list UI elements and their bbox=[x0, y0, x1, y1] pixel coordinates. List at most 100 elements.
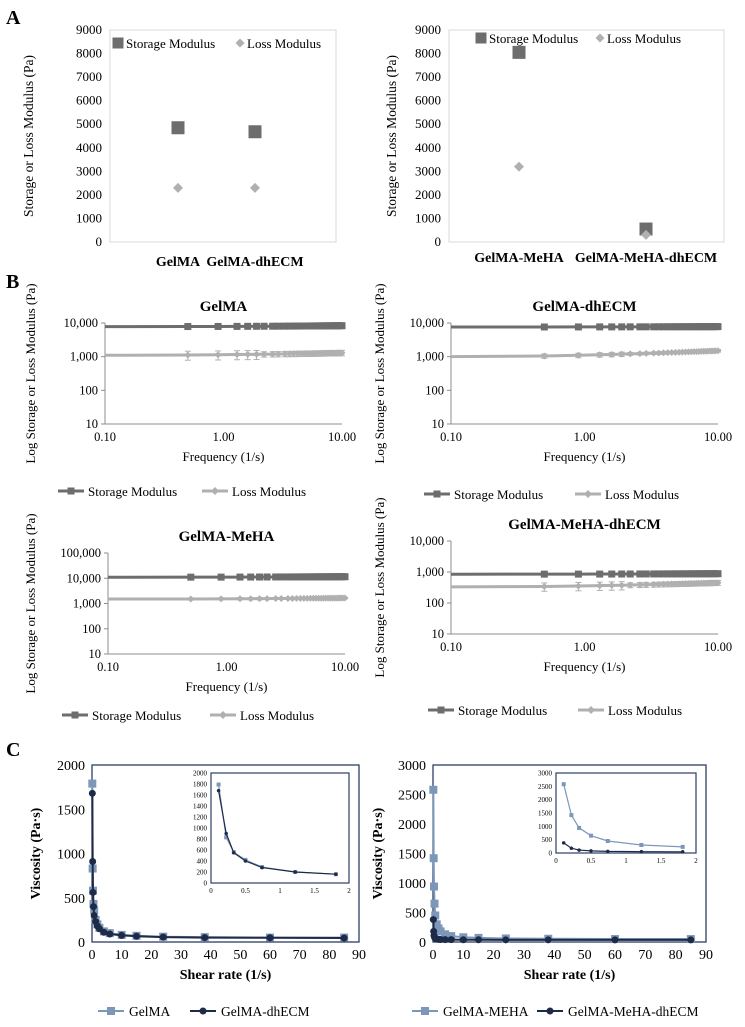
y-tick-label: 6000 bbox=[415, 93, 441, 108]
y-axis-label: Storage or Loss Modulus (Pa) bbox=[21, 55, 36, 217]
loss-modulus-marker bbox=[284, 594, 292, 602]
legend-storage-label: Storage Modulus bbox=[88, 484, 177, 499]
series-2-marker bbox=[159, 933, 167, 941]
y-axis-label: Storage or Loss Modulus (Pa) bbox=[384, 55, 399, 217]
series-2-marker bbox=[106, 930, 114, 938]
x-tick-label: 10 bbox=[115, 948, 129, 963]
loss-modulus-marker bbox=[285, 350, 293, 358]
x-axis-label: Frequency (1/s) bbox=[544, 659, 626, 674]
loss-modulus-marker bbox=[540, 582, 548, 590]
legend-storage-marker bbox=[71, 711, 79, 719]
series-1-marker bbox=[429, 854, 438, 863]
series-1-marker bbox=[431, 911, 440, 920]
inset-x-tick-label: 1 bbox=[624, 857, 628, 865]
inset-y-tick-label: 1600 bbox=[193, 792, 208, 800]
storage-modulus-marker bbox=[664, 570, 672, 578]
y-tick-label: 500 bbox=[64, 892, 85, 907]
storage-modulus-marker bbox=[236, 573, 244, 581]
y-tick-label: 10 bbox=[432, 417, 445, 431]
storage-modulus-marker bbox=[217, 573, 225, 581]
legend-storage-label: Storage Modulus bbox=[458, 703, 547, 718]
storage-modulus-marker bbox=[664, 323, 672, 331]
inset-y-tick-label: 0 bbox=[549, 850, 553, 858]
inset-y-tick-label: 1000 bbox=[538, 823, 553, 831]
storage-modulus-marker bbox=[338, 322, 346, 330]
legend-series-2-label: GelMA-dhECM bbox=[221, 1004, 310, 1019]
legend-series-2-label: GelMA-MeHA-dhECM bbox=[568, 1004, 699, 1019]
loss-modulus-marker bbox=[338, 349, 346, 357]
series-2-marker bbox=[133, 932, 140, 940]
loss-modulus-marker bbox=[173, 182, 183, 193]
panel-label-c: C bbox=[6, 739, 20, 761]
storage-modulus-marker bbox=[269, 322, 277, 330]
legend-storage-label: Storage Modulus bbox=[454, 487, 543, 502]
legend-series-1-marker bbox=[107, 1007, 115, 1015]
y-tick-label: 5000 bbox=[415, 116, 441, 131]
loss-modulus-marker bbox=[290, 350, 298, 358]
x-tick-label: 40 bbox=[204, 948, 218, 963]
series-2-marker bbox=[429, 916, 437, 924]
legend-loss-marker bbox=[235, 38, 245, 48]
storage-modulus-marker bbox=[608, 323, 616, 331]
loss-modulus-marker bbox=[341, 594, 349, 602]
loss-modulus-marker bbox=[626, 350, 634, 358]
storage-modulus-marker bbox=[253, 322, 261, 330]
series-2-marker bbox=[89, 888, 97, 896]
panel-label-b: B bbox=[6, 271, 19, 293]
legend-storage-marker bbox=[437, 706, 445, 714]
inset-series-1-marker bbox=[561, 782, 566, 787]
inset-series-2-marker bbox=[577, 848, 581, 852]
storage-modulus-marker bbox=[574, 323, 582, 331]
loss-modulus-marker bbox=[247, 595, 255, 603]
inset-series-1-marker bbox=[605, 839, 610, 843]
y-tick-label: 1000 bbox=[57, 848, 85, 863]
inset-x-tick-label: 1 bbox=[278, 887, 282, 895]
inset-series-1-marker bbox=[639, 843, 644, 847]
inset-x-tick-label: 1.5 bbox=[310, 887, 319, 895]
storage-modulus-marker bbox=[608, 570, 616, 578]
inset-series-1-marker bbox=[577, 825, 582, 830]
loss-modulus-marker bbox=[618, 581, 626, 589]
series-2-marker bbox=[266, 934, 274, 942]
storage-modulus-marker bbox=[596, 323, 604, 331]
series-2-marker bbox=[544, 936, 552, 944]
chart-title: GelMA-MeHA-dhECM bbox=[508, 517, 660, 533]
legend-loss-label: Loss Modulus bbox=[605, 487, 679, 502]
x-tick-label: 1.00 bbox=[213, 430, 235, 444]
loss-modulus-marker bbox=[608, 350, 616, 358]
x-tick-label: 60 bbox=[608, 948, 622, 963]
storage-modulus-marker bbox=[290, 322, 298, 330]
series-2-marker bbox=[441, 936, 449, 944]
y-tick-label: 100 bbox=[425, 596, 444, 610]
panel-label-a: A bbox=[6, 7, 21, 29]
storage-modulus-marker bbox=[247, 573, 255, 581]
series-2-marker bbox=[88, 789, 96, 797]
inset-y-tick-label: 2000 bbox=[193, 770, 208, 778]
series-2-marker bbox=[475, 936, 482, 944]
storage-modulus-marker bbox=[626, 323, 634, 331]
loss-modulus-marker bbox=[636, 581, 644, 589]
loss-modulus-marker bbox=[263, 595, 271, 603]
inset-series-2-marker bbox=[569, 846, 574, 850]
storage-modulus-marker bbox=[512, 45, 526, 59]
inset-x-tick-label: 0 bbox=[209, 887, 213, 895]
inset-x-tick-label: 1.5 bbox=[657, 857, 666, 865]
y-tick-label: 10 bbox=[86, 417, 99, 431]
x-tick-label: 40 bbox=[547, 948, 561, 963]
x-tick-label: 10 bbox=[456, 948, 470, 963]
y-tick-label: 7000 bbox=[415, 69, 441, 84]
series-2-marker bbox=[611, 936, 619, 944]
inset-y-tick-label: 200 bbox=[197, 869, 208, 877]
loss-modulus-marker bbox=[293, 594, 301, 602]
legend-series-1-label: GelMA-MEHA bbox=[443, 1004, 529, 1019]
series-2-marker bbox=[340, 934, 348, 942]
loss-modulus-marker bbox=[217, 595, 225, 603]
y-tick-label: 1000 bbox=[398, 877, 426, 892]
y-tick-label: 100 bbox=[79, 383, 98, 397]
loss-modulus-marker bbox=[668, 580, 676, 588]
inset-series-2-marker bbox=[224, 831, 228, 836]
x-tick-label: 20 bbox=[487, 948, 501, 963]
category-label: GelMA-dhECM bbox=[206, 255, 303, 270]
legend-loss-label: Loss Modulus bbox=[247, 36, 321, 51]
